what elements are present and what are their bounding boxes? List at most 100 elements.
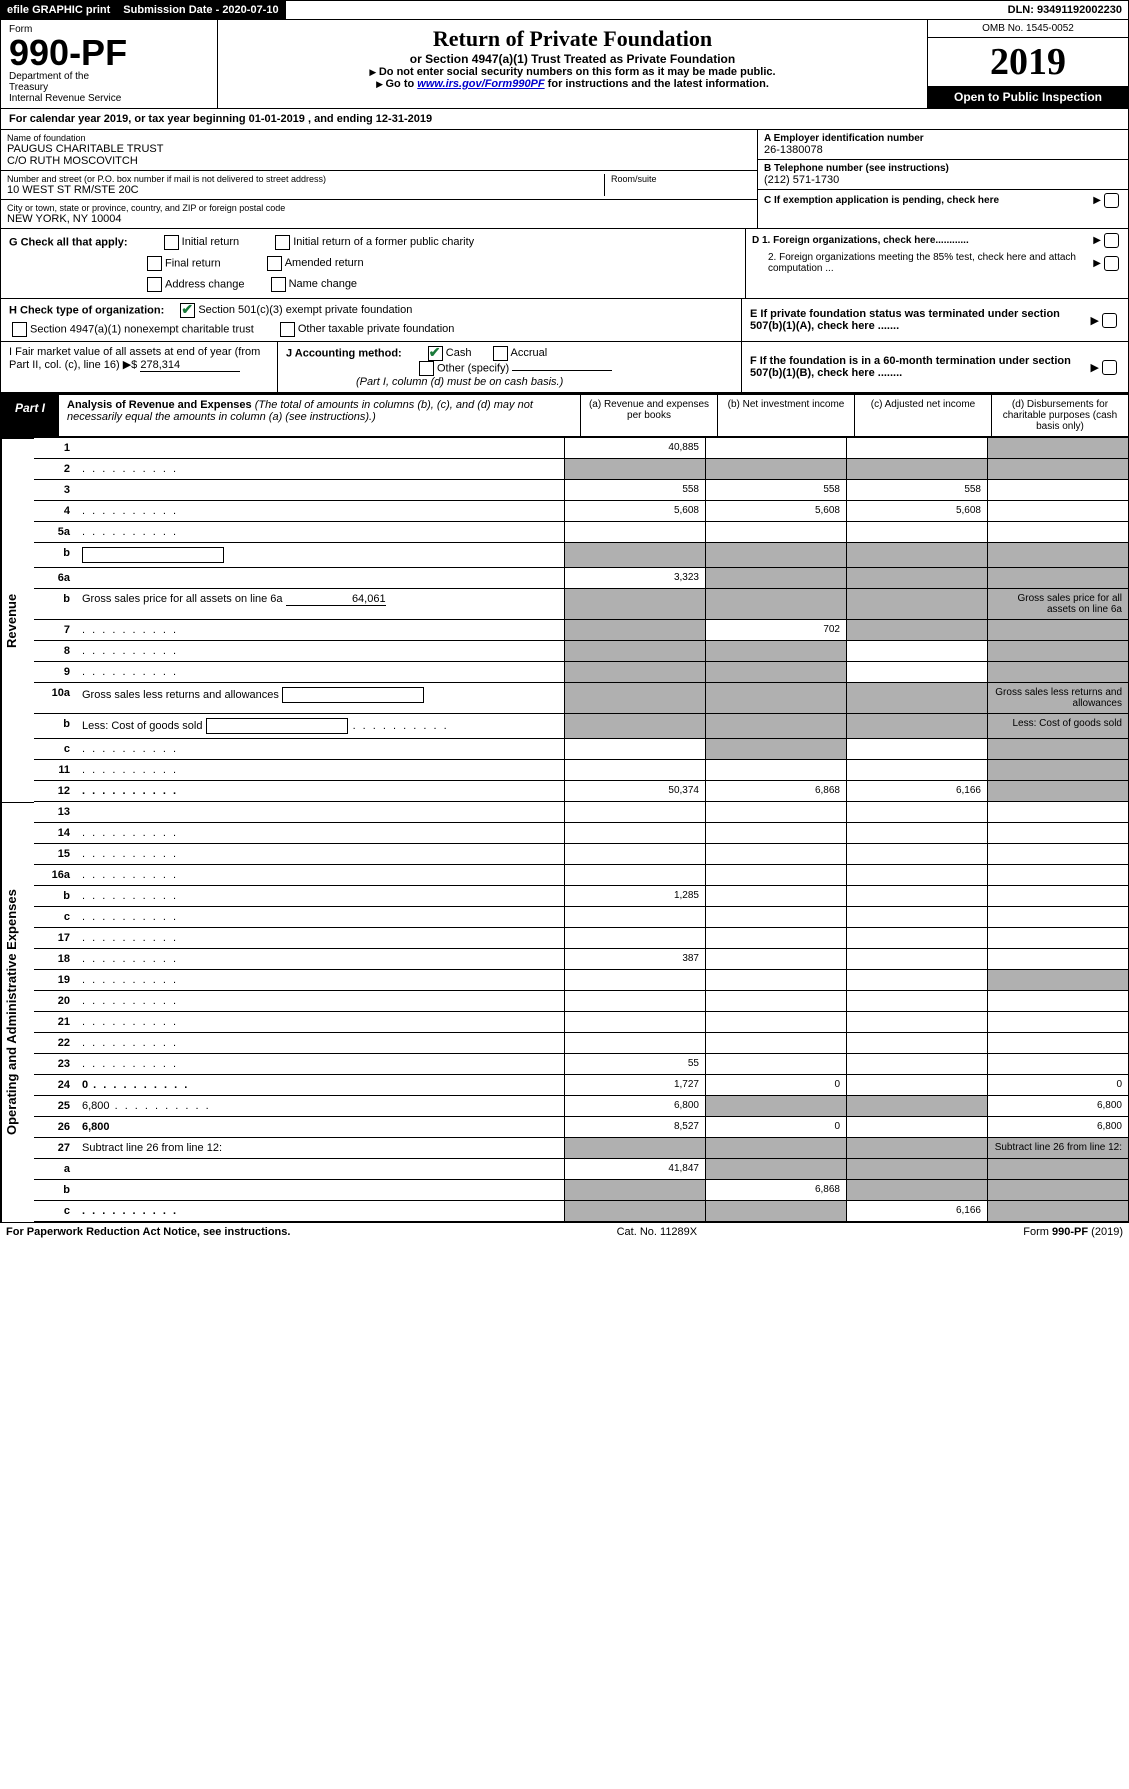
form-subtitle: or Section 4947(a)(1) Trust Treated as P… xyxy=(224,52,921,66)
cell-b xyxy=(706,662,847,683)
checkbox-amended[interactable] xyxy=(267,256,282,271)
cell-d xyxy=(988,823,1129,844)
line-desc xyxy=(76,760,565,781)
exemption-pending: C If exemption application is pending, c… xyxy=(758,190,1128,211)
cell-b xyxy=(706,991,847,1012)
section-g: G Check all that apply: Initial return I… xyxy=(1,229,745,298)
cell-a xyxy=(565,683,706,714)
cell-d xyxy=(988,620,1129,641)
checkbox-501c3[interactable] xyxy=(180,303,195,318)
cell-a xyxy=(565,739,706,760)
cell-d xyxy=(988,1180,1129,1201)
cell-b xyxy=(706,543,847,568)
col-b-header: (b) Net investment income xyxy=(718,395,855,436)
checkbox-accrual[interactable] xyxy=(493,346,508,361)
cell-c: 558 xyxy=(847,480,988,501)
line-desc xyxy=(76,865,565,886)
cell-b xyxy=(706,522,847,543)
checkbox-e[interactable] xyxy=(1102,313,1117,328)
cell-c xyxy=(847,907,988,928)
cell-c xyxy=(847,589,988,620)
cell-b xyxy=(706,568,847,589)
calendar-year-row: For calendar year 2019, or tax year begi… xyxy=(0,109,1129,130)
cell-a xyxy=(565,589,706,620)
cell-c xyxy=(847,683,988,714)
line-desc xyxy=(76,823,565,844)
entity-left: Name of foundation PAUGUS CHARITABLE TRU… xyxy=(1,130,757,228)
cell-c xyxy=(847,1159,988,1180)
cell-c xyxy=(847,1096,988,1117)
cell-d xyxy=(988,662,1129,683)
checkbox-final[interactable] xyxy=(147,256,162,271)
cell-b xyxy=(706,1033,847,1054)
cell-c xyxy=(847,459,988,480)
cell-d xyxy=(988,543,1129,568)
checkbox-address[interactable] xyxy=(147,277,162,292)
cell-a: 55 xyxy=(565,1054,706,1075)
irs-link[interactable]: www.irs.gov/Form990PF xyxy=(417,78,544,90)
checkbox-c[interactable] xyxy=(1104,193,1119,208)
cell-b: 558 xyxy=(706,480,847,501)
part-1-label: Part I xyxy=(1,395,59,436)
cell-b xyxy=(706,438,847,459)
street-address: 10 WEST ST RM/STE 20C xyxy=(7,184,604,196)
cell-b xyxy=(706,949,847,970)
ein-value: 26-1380078 xyxy=(764,144,1122,156)
cell-c xyxy=(847,1117,988,1138)
name-cell: Name of foundation PAUGUS CHARITABLE TRU… xyxy=(1,130,757,171)
line-desc: 0 xyxy=(76,1075,565,1096)
checkbox-f[interactable] xyxy=(1102,360,1117,375)
line-desc xyxy=(76,662,565,683)
checkbox-cash[interactable] xyxy=(428,346,443,361)
line-desc xyxy=(76,844,565,865)
cell-b xyxy=(706,459,847,480)
top-bar: efile GRAPHIC print Submission Date - 20… xyxy=(0,0,1129,20)
checkbox-other-tax[interactable] xyxy=(280,322,295,337)
cell-d: 0 xyxy=(988,1075,1129,1096)
line-number: c xyxy=(34,1201,76,1222)
line-number: b xyxy=(34,543,76,568)
checkbox-d1[interactable] xyxy=(1104,233,1119,248)
cell-c xyxy=(847,568,988,589)
cell-b: 5,608 xyxy=(706,501,847,522)
cell-a: 50,374 xyxy=(565,781,706,802)
line-number: 4 xyxy=(34,501,76,522)
line-number: 22 xyxy=(34,1033,76,1054)
cell-c xyxy=(847,928,988,949)
checkbox-name[interactable] xyxy=(271,277,286,292)
cell-a xyxy=(565,620,706,641)
cell-b xyxy=(706,641,847,662)
cell-d xyxy=(988,844,1129,865)
cell-c xyxy=(847,1138,988,1159)
omb-number: OMB No. 1545-0052 xyxy=(928,20,1128,38)
checkbox-other-method[interactable] xyxy=(419,361,434,376)
cell-a: 3,323 xyxy=(565,568,706,589)
cell-c xyxy=(847,641,988,662)
checkbox-initial[interactable] xyxy=(164,235,179,250)
line-desc: 6,800 xyxy=(76,1096,565,1117)
cell-a xyxy=(565,522,706,543)
cell-b xyxy=(706,823,847,844)
checkbox-4947[interactable] xyxy=(12,322,27,337)
cell-d: Subtract line 26 from line 12: xyxy=(988,1138,1129,1159)
line-number: 3 xyxy=(34,480,76,501)
cell-b xyxy=(706,907,847,928)
line-number: 13 xyxy=(34,802,76,823)
checkbox-d2[interactable] xyxy=(1104,256,1119,271)
line-number: 18 xyxy=(34,949,76,970)
cell-d: 6,800 xyxy=(988,1096,1129,1117)
cell-d: 6,800 xyxy=(988,1117,1129,1138)
cell-b xyxy=(706,739,847,760)
line-desc: Less: Cost of goods sold xyxy=(76,714,565,739)
cell-c xyxy=(847,991,988,1012)
note-link: Go to www.irs.gov/Form990PF for instruct… xyxy=(224,78,921,90)
line-desc xyxy=(76,802,565,823)
cell-d xyxy=(988,1054,1129,1075)
cell-d xyxy=(988,949,1129,970)
cell-a xyxy=(565,970,706,991)
line-desc xyxy=(76,438,565,459)
foundation-name-2: C/O RUTH MOSCOVITCH xyxy=(7,155,751,167)
checkbox-initial-former[interactable] xyxy=(275,235,290,250)
line-desc: 6,800 xyxy=(76,1117,565,1138)
cell-b xyxy=(706,802,847,823)
